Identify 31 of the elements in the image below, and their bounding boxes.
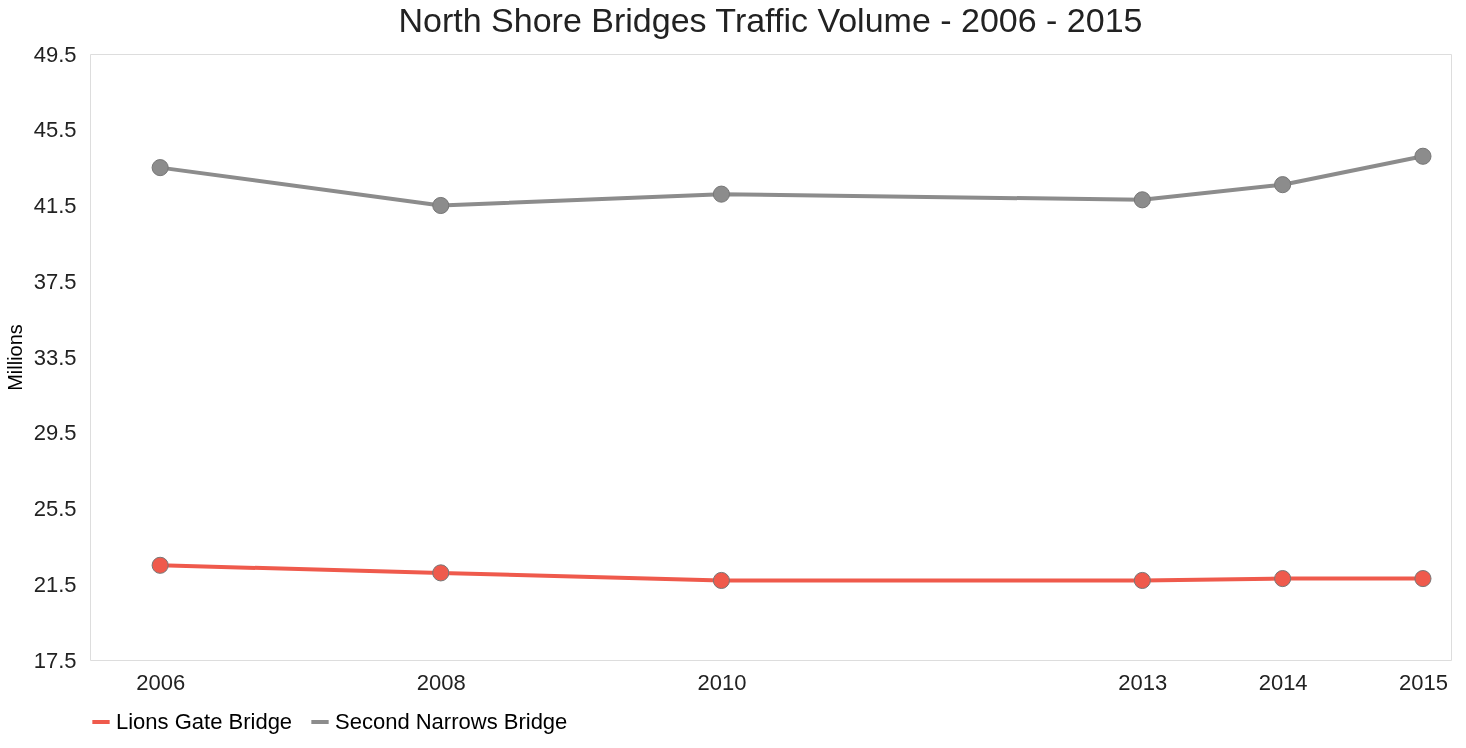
point (1133, 571, 1151, 590)
x-tick-label: 2013 (1118, 669, 1168, 695)
y-tick-label: 33.5 (33, 344, 77, 370)
y-tick-label: 41.5 (33, 193, 77, 218)
y-tick-label: 37.5 (33, 268, 77, 294)
legend-label: Lions Gate Bridge (116, 709, 293, 734)
x-tick-label: 2010 (697, 669, 747, 695)
point (432, 564, 450, 582)
x-tick-label: 2008 (416, 669, 466, 695)
y-tick-label: 49.5 (33, 41, 77, 67)
point (151, 556, 169, 574)
point (1414, 147, 1432, 165)
y-tick-label: 29.5 (33, 420, 77, 446)
point (712, 571, 730, 590)
x-tick-label: 2014 (1258, 669, 1308, 695)
point (1274, 176, 1292, 194)
point (712, 185, 730, 203)
y-tick-label: 45.5 (33, 117, 77, 143)
legend-label: Second Narrows Bridge (335, 709, 568, 734)
y-axis-title: Millions (3, 324, 26, 391)
point (432, 196, 450, 215)
x-tick-label: 2015 (1398, 669, 1448, 695)
point (1274, 570, 1292, 588)
point (1414, 570, 1432, 588)
chart-title: North Shore Bridges Traffic Volume - 2006 - 2015 (398, 1, 1143, 39)
x-tick-label: 2006 (136, 669, 186, 695)
y-tick-label: 25.5 (33, 496, 77, 521)
point (1133, 191, 1151, 209)
y-tick-label: 17.5 (33, 647, 77, 673)
point (151, 159, 169, 177)
y-tick-label: 21.5 (33, 571, 77, 597)
